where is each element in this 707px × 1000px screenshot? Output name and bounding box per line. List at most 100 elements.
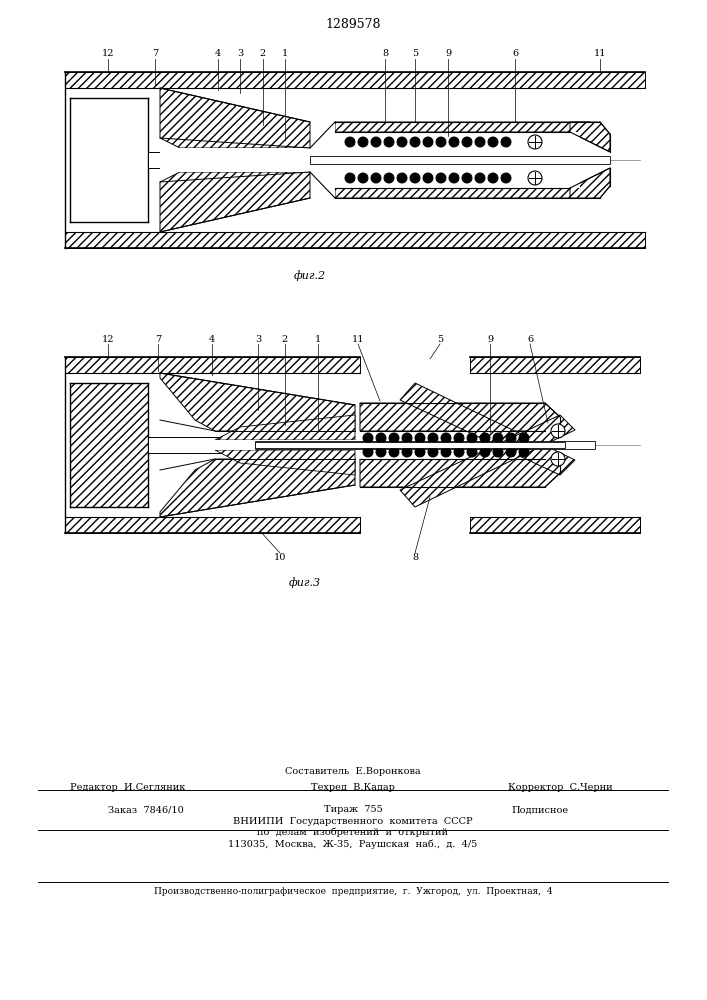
Text: 11: 11 <box>594 49 606 58</box>
Circle shape <box>358 137 368 147</box>
Text: фиг.3: фиг.3 <box>289 578 321 588</box>
Text: 12: 12 <box>102 334 115 344</box>
Circle shape <box>501 173 511 183</box>
Text: Техред  В.Кадар: Техред В.Кадар <box>311 784 395 792</box>
Text: 7: 7 <box>152 49 158 58</box>
Polygon shape <box>215 415 355 440</box>
Polygon shape <box>215 440 355 450</box>
Circle shape <box>449 173 459 183</box>
Circle shape <box>480 447 490 457</box>
Circle shape <box>345 137 355 147</box>
Polygon shape <box>215 450 355 475</box>
Text: Производственно-полиграфическое  предприятие,  г.  Ужгород,  ул.  Проектная,  4: Производственно-полиграфическое предприя… <box>153 888 552 896</box>
Circle shape <box>449 137 459 147</box>
Text: 4: 4 <box>209 334 215 344</box>
Circle shape <box>376 447 386 457</box>
Text: Подписное: Подписное <box>511 806 568 814</box>
Polygon shape <box>160 459 355 517</box>
Circle shape <box>506 433 516 443</box>
Circle shape <box>488 173 498 183</box>
Circle shape <box>441 447 451 457</box>
Polygon shape <box>360 403 560 431</box>
Circle shape <box>519 433 529 443</box>
Circle shape <box>436 137 446 147</box>
Circle shape <box>410 137 420 147</box>
Bar <box>255 442 565 448</box>
Polygon shape <box>470 517 640 533</box>
Polygon shape <box>160 88 310 148</box>
Text: Составитель  Е.Воронкова: Составитель Е.Воронкова <box>285 768 421 776</box>
Circle shape <box>423 137 433 147</box>
Text: фиг.2: фиг.2 <box>294 271 326 281</box>
Polygon shape <box>400 383 575 475</box>
Text: 2: 2 <box>260 49 266 58</box>
Polygon shape <box>570 122 610 152</box>
Circle shape <box>428 447 438 457</box>
Polygon shape <box>160 148 310 172</box>
Polygon shape <box>65 72 645 88</box>
Circle shape <box>345 173 355 183</box>
Circle shape <box>371 137 381 147</box>
Text: 3: 3 <box>255 334 261 344</box>
Text: 3: 3 <box>237 49 243 58</box>
Circle shape <box>358 173 368 183</box>
Circle shape <box>428 433 438 443</box>
Circle shape <box>376 433 386 443</box>
Circle shape <box>467 447 477 457</box>
Circle shape <box>501 137 511 147</box>
Text: 6: 6 <box>527 334 533 344</box>
Circle shape <box>402 433 412 443</box>
Circle shape <box>415 447 425 457</box>
Polygon shape <box>65 357 360 373</box>
Bar <box>310 156 610 164</box>
Circle shape <box>462 137 472 147</box>
Circle shape <box>454 447 464 457</box>
Circle shape <box>423 173 433 183</box>
Bar <box>255 441 595 449</box>
Circle shape <box>363 447 373 457</box>
Circle shape <box>528 171 542 185</box>
Text: ВНИИПИ  Государственного  комитета  СССР: ВНИИПИ Государственного комитета СССР <box>233 818 473 826</box>
Text: 4: 4 <box>215 49 221 58</box>
Bar <box>148 437 258 453</box>
Text: 7: 7 <box>155 334 161 344</box>
Polygon shape <box>335 122 590 132</box>
Polygon shape <box>360 459 560 487</box>
Circle shape <box>410 173 420 183</box>
Text: 11: 11 <box>352 334 364 344</box>
Circle shape <box>363 433 373 443</box>
Text: 8: 8 <box>382 49 388 58</box>
Text: Корректор  С.Черни: Корректор С.Черни <box>508 784 612 792</box>
Circle shape <box>480 433 490 443</box>
Circle shape <box>506 447 516 457</box>
Circle shape <box>389 433 399 443</box>
Polygon shape <box>360 431 545 459</box>
Text: 12: 12 <box>102 49 115 58</box>
Bar <box>148 152 260 168</box>
Text: 9: 9 <box>445 49 451 58</box>
Text: 6: 6 <box>512 49 518 58</box>
Circle shape <box>462 173 472 183</box>
Circle shape <box>436 173 446 183</box>
Circle shape <box>475 173 485 183</box>
Polygon shape <box>65 517 360 533</box>
Text: Тираж  755: Тираж 755 <box>324 806 382 814</box>
Circle shape <box>493 447 503 457</box>
Text: 1: 1 <box>282 49 288 58</box>
Text: 5: 5 <box>437 334 443 344</box>
Polygon shape <box>470 357 640 373</box>
Polygon shape <box>400 415 575 507</box>
Circle shape <box>475 137 485 147</box>
Polygon shape <box>160 373 355 431</box>
Text: 9: 9 <box>487 334 493 344</box>
Polygon shape <box>65 232 645 248</box>
Circle shape <box>384 173 394 183</box>
Circle shape <box>384 137 394 147</box>
Circle shape <box>519 447 529 457</box>
Polygon shape <box>70 383 148 507</box>
Polygon shape <box>70 98 148 222</box>
Polygon shape <box>570 152 610 168</box>
Text: 113035,  Москва,  Ж-35,  Раушская  наб.,  д.  4/5: 113035, Москва, Ж-35, Раушская наб., д. … <box>228 839 478 849</box>
Circle shape <box>402 447 412 457</box>
Text: 1289578: 1289578 <box>325 18 381 31</box>
